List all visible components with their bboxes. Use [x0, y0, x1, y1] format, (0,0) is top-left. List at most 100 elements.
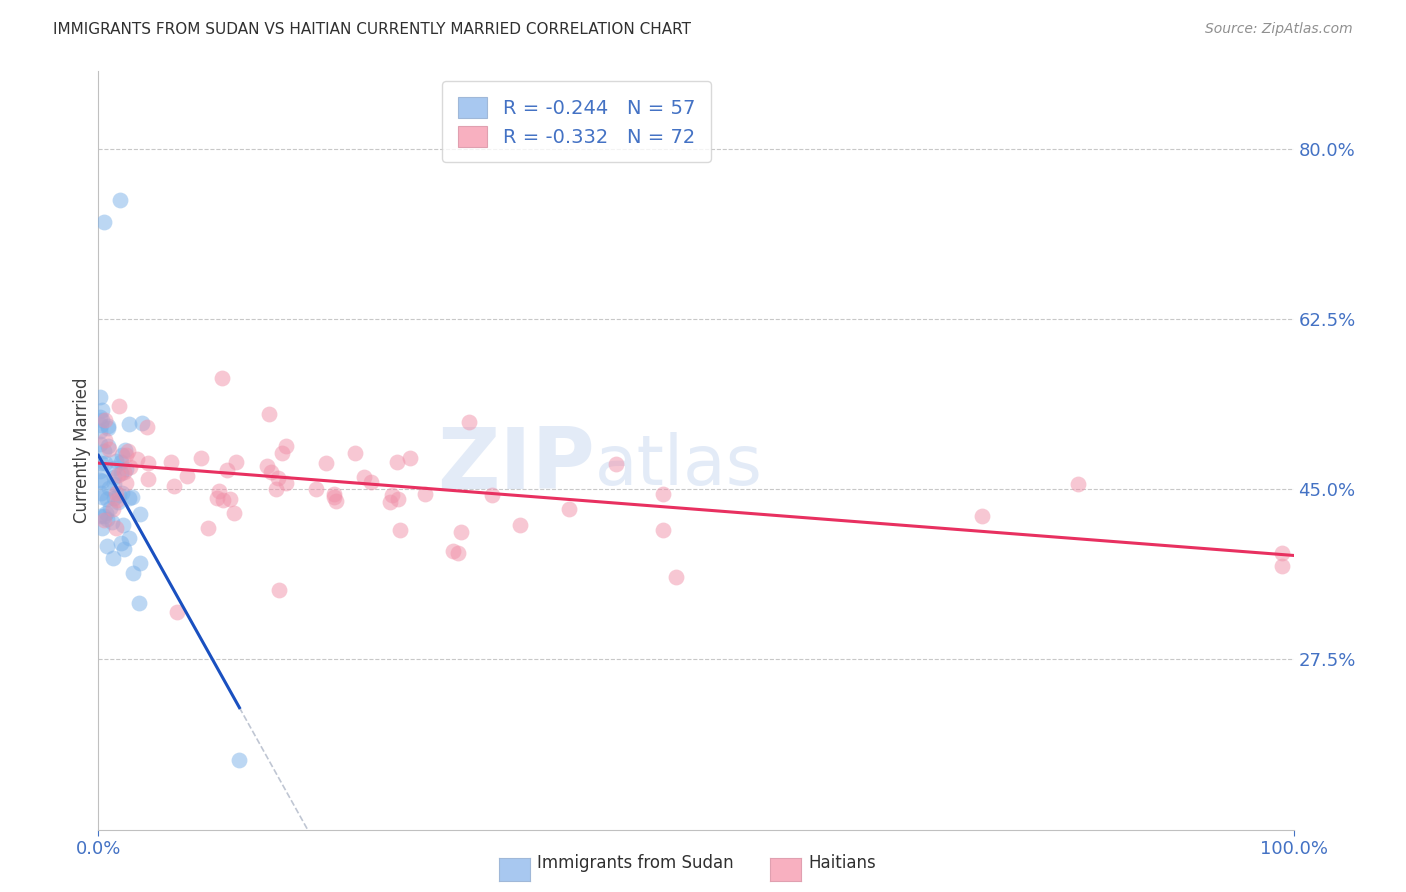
- Point: [353, 469, 375, 483]
- Point: [93, 513, 115, 527]
- Point: [118, 531, 141, 545]
- Point: [1271, 558, 1294, 573]
- Point: [217, 463, 239, 477]
- Point: [120, 460, 142, 475]
- Point: [98, 442, 121, 456]
- Point: [110, 467, 132, 481]
- Point: [381, 488, 404, 502]
- Point: [112, 518, 135, 533]
- Point: [219, 491, 242, 506]
- Point: [399, 450, 422, 465]
- Legend: R = -0.244   N = 57, R = -0.332   N = 72: R = -0.244 N = 57, R = -0.332 N = 72: [443, 81, 710, 162]
- Point: [322, 490, 344, 504]
- Point: [90, 490, 112, 504]
- Text: Haitians: Haitians: [808, 855, 876, 872]
- Point: [441, 544, 464, 558]
- Point: [90, 456, 112, 470]
- Point: [94, 433, 117, 447]
- Point: [276, 475, 298, 490]
- Point: [257, 407, 280, 421]
- Point: [163, 479, 186, 493]
- Point: [970, 509, 993, 524]
- Point: [446, 546, 468, 560]
- Point: [112, 541, 135, 556]
- Point: [224, 506, 246, 520]
- Point: [271, 446, 294, 460]
- Text: ZIP: ZIP: [437, 424, 595, 508]
- Point: [117, 444, 139, 458]
- Point: [136, 456, 159, 470]
- Point: [94, 507, 117, 521]
- Point: [128, 556, 150, 570]
- Point: [211, 371, 233, 385]
- Point: [260, 465, 283, 479]
- Point: [305, 483, 328, 497]
- Point: [90, 417, 112, 432]
- Point: [160, 455, 183, 469]
- Point: [652, 524, 675, 538]
- Point: [166, 605, 188, 619]
- Point: [94, 413, 117, 427]
- Point: [458, 415, 481, 429]
- Point: [108, 399, 131, 413]
- Point: [1067, 477, 1090, 491]
- Point: [103, 460, 125, 475]
- Point: [205, 491, 228, 505]
- Point: [665, 570, 688, 584]
- Point: [94, 457, 117, 471]
- Point: [267, 471, 290, 485]
- Point: [481, 488, 503, 502]
- Point: [212, 493, 235, 508]
- Point: [103, 491, 125, 505]
- Point: [652, 487, 675, 501]
- Point: [315, 456, 337, 470]
- Point: [378, 495, 401, 509]
- Point: [1271, 545, 1294, 559]
- Point: [105, 521, 128, 535]
- Point: [91, 521, 114, 535]
- Point: [114, 443, 136, 458]
- Point: [115, 448, 138, 462]
- Point: [97, 419, 120, 434]
- Point: [97, 439, 120, 453]
- Point: [197, 521, 219, 535]
- Point: [90, 485, 112, 500]
- Point: [128, 596, 150, 610]
- Point: [107, 468, 129, 483]
- Point: [190, 451, 212, 466]
- Point: [89, 424, 111, 438]
- Point: [225, 455, 247, 469]
- Point: [387, 491, 409, 506]
- Point: [112, 465, 135, 479]
- Point: [96, 492, 118, 507]
- Text: Immigrants from Sudan: Immigrants from Sudan: [537, 855, 734, 872]
- Point: [387, 454, 409, 468]
- Point: [101, 551, 124, 566]
- Point: [276, 439, 298, 453]
- Point: [89, 509, 111, 524]
- Point: [509, 518, 531, 533]
- Y-axis label: Currently Married: Currently Married: [73, 377, 91, 524]
- Point: [118, 417, 141, 431]
- Point: [111, 486, 134, 500]
- Point: [91, 474, 114, 488]
- Point: [89, 410, 111, 425]
- Point: [325, 494, 347, 508]
- Point: [176, 468, 198, 483]
- Point: [558, 502, 581, 516]
- Point: [107, 494, 129, 508]
- Point: [118, 491, 141, 505]
- Point: [131, 417, 153, 431]
- Point: [89, 464, 111, 478]
- Point: [228, 753, 250, 767]
- Point: [89, 436, 111, 450]
- Point: [96, 512, 118, 526]
- Point: [90, 403, 112, 417]
- Point: [269, 583, 291, 598]
- Point: [605, 457, 627, 471]
- Point: [115, 462, 138, 476]
- Point: [105, 486, 128, 500]
- Point: [413, 487, 436, 501]
- Point: [93, 215, 115, 229]
- Point: [208, 483, 231, 498]
